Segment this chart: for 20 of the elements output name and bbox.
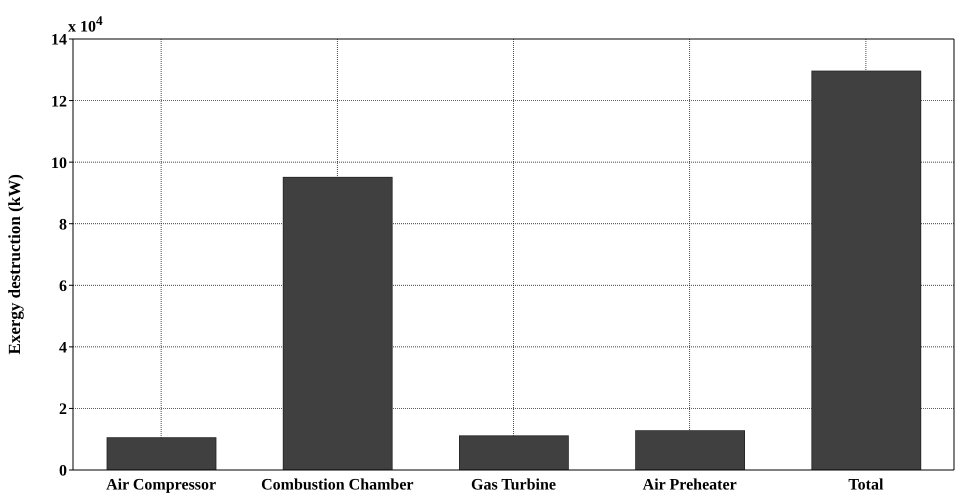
bar [811,70,922,470]
y-tick-label: 4 [59,340,67,357]
y-tick-label: 6 [59,278,67,295]
y-tick-label: 0 [59,462,67,480]
bar [282,176,393,470]
text: x 10$^{4}$ [68,13,103,36]
y-tick-label: 14 [51,32,67,49]
x-tick-label: Total [848,476,884,494]
bar [106,437,216,470]
bar [459,435,569,470]
y-tick-label: 8 [59,216,67,234]
y-tick-label: 2 [59,401,67,418]
x-tick-label: Combustion Chamber [261,476,414,494]
x-tick-label: Air Preheater [642,476,737,494]
bar [635,430,745,470]
y-axis-title: Exergy destruction (kW) [5,174,24,354]
x-tick-label: Gas Turbine [471,476,556,494]
x-tick-label: Air Compressor [106,476,216,494]
y-tick-label: 12 [51,93,67,110]
y-tick-label: 10 [51,154,67,172]
